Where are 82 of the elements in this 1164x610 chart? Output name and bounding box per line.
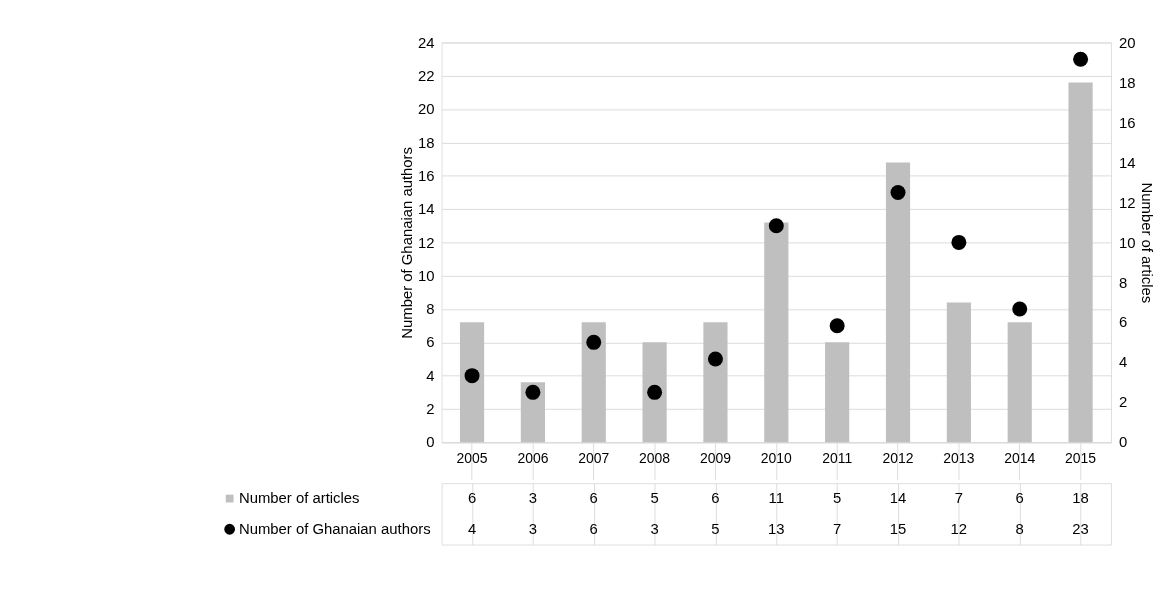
point xyxy=(829,318,845,334)
bar xyxy=(642,342,667,443)
x-tick-label: 2008 xyxy=(639,450,671,467)
y2-tick-label: 18 xyxy=(1118,74,1136,91)
y2-tick-label: 20 xyxy=(1118,34,1136,51)
x-tick-label: 2010 xyxy=(760,450,793,467)
legend-label: Number of articles xyxy=(238,490,360,507)
data-label: 8 xyxy=(1015,520,1024,537)
point xyxy=(951,234,967,250)
data-label: 6 xyxy=(711,490,720,507)
y-tick-label: 16 xyxy=(418,167,435,184)
data-label: 5 xyxy=(650,490,659,507)
y2-tick-label: 10 xyxy=(1118,234,1136,251)
x-tick-label: 2007 xyxy=(578,450,610,467)
y2-tick-label: 4 xyxy=(1118,354,1128,371)
y-tick-label: 6 xyxy=(426,334,435,351)
x-tick-label: 2005 xyxy=(456,450,488,467)
y2-tick-label: 12 xyxy=(1118,194,1136,211)
y-tick-label: 20 xyxy=(418,101,435,118)
x-tick-label: 2009 xyxy=(699,450,732,467)
data-label: 13 xyxy=(768,520,785,537)
data-label: 12 xyxy=(950,520,968,537)
x-tick-label: 2012 xyxy=(882,450,914,467)
data-label: 4 xyxy=(467,520,477,537)
data-label: 5 xyxy=(711,520,720,537)
point xyxy=(1073,51,1089,67)
y2-tick-label: 2 xyxy=(1118,394,1128,411)
y-tick-label: 22 xyxy=(418,67,435,84)
data-label: 3 xyxy=(650,520,659,537)
x-tick-label: 2006 xyxy=(517,450,549,467)
point xyxy=(1012,301,1028,317)
data-label: 3 xyxy=(528,520,538,537)
y2-tick-label: 8 xyxy=(1118,274,1128,291)
data-label: 6 xyxy=(467,490,477,507)
point xyxy=(647,384,663,400)
x-tick-label: 2013 xyxy=(943,450,975,467)
data-label: 11 xyxy=(768,490,785,507)
data-label: 14 xyxy=(889,490,907,507)
y-tick-label: 14 xyxy=(418,201,435,218)
bar xyxy=(764,222,789,443)
y-axis-title: Number of Ghanaian authors xyxy=(398,147,415,339)
y-tick-label: 10 xyxy=(418,267,435,284)
data-label: 18 xyxy=(1072,490,1089,507)
bar xyxy=(581,322,606,443)
point xyxy=(464,368,480,384)
data-label: 6 xyxy=(1015,490,1024,507)
y2-axis-title: Number of articles xyxy=(1138,182,1155,304)
y-tick-label: 2 xyxy=(426,401,435,418)
x-tick-label: 2015 xyxy=(1065,450,1097,467)
x-tick-label: 2011 xyxy=(822,450,853,467)
point xyxy=(525,384,541,400)
point xyxy=(890,184,906,200)
bar xyxy=(1007,322,1032,443)
bar xyxy=(825,342,850,443)
y2-tick-label: 6 xyxy=(1118,314,1128,331)
data-label: 3 xyxy=(528,490,538,507)
y-tick-label: 4 xyxy=(426,367,435,384)
y2-tick-label: 14 xyxy=(1118,154,1136,171)
y-tick-label: 24 xyxy=(418,34,435,51)
y-tick-label: 0 xyxy=(426,434,435,451)
data-label: 7 xyxy=(833,520,842,537)
data-label: 23 xyxy=(1072,520,1089,537)
x-tick-label: 2014 xyxy=(1004,450,1036,467)
data-label: 7 xyxy=(954,490,963,507)
data-label: 6 xyxy=(589,490,598,507)
point xyxy=(707,351,723,367)
y-tick-label: 18 xyxy=(418,134,435,151)
bar xyxy=(1068,82,1093,443)
y-tick-label: 12 xyxy=(418,234,435,251)
y2-tick-label: 16 xyxy=(1118,114,1136,131)
data-label: 6 xyxy=(589,520,598,537)
legend-label: Number of Ghanaian authors xyxy=(238,520,431,537)
bar xyxy=(946,302,971,443)
data-label: 15 xyxy=(889,520,907,537)
bar xyxy=(885,162,911,443)
y2-tick-label: 0 xyxy=(1118,434,1128,451)
point xyxy=(768,218,784,234)
bar xyxy=(459,322,485,443)
bar xyxy=(703,322,728,443)
point xyxy=(586,334,602,350)
y-tick-label: 8 xyxy=(426,301,435,318)
data-label: 5 xyxy=(833,490,842,507)
